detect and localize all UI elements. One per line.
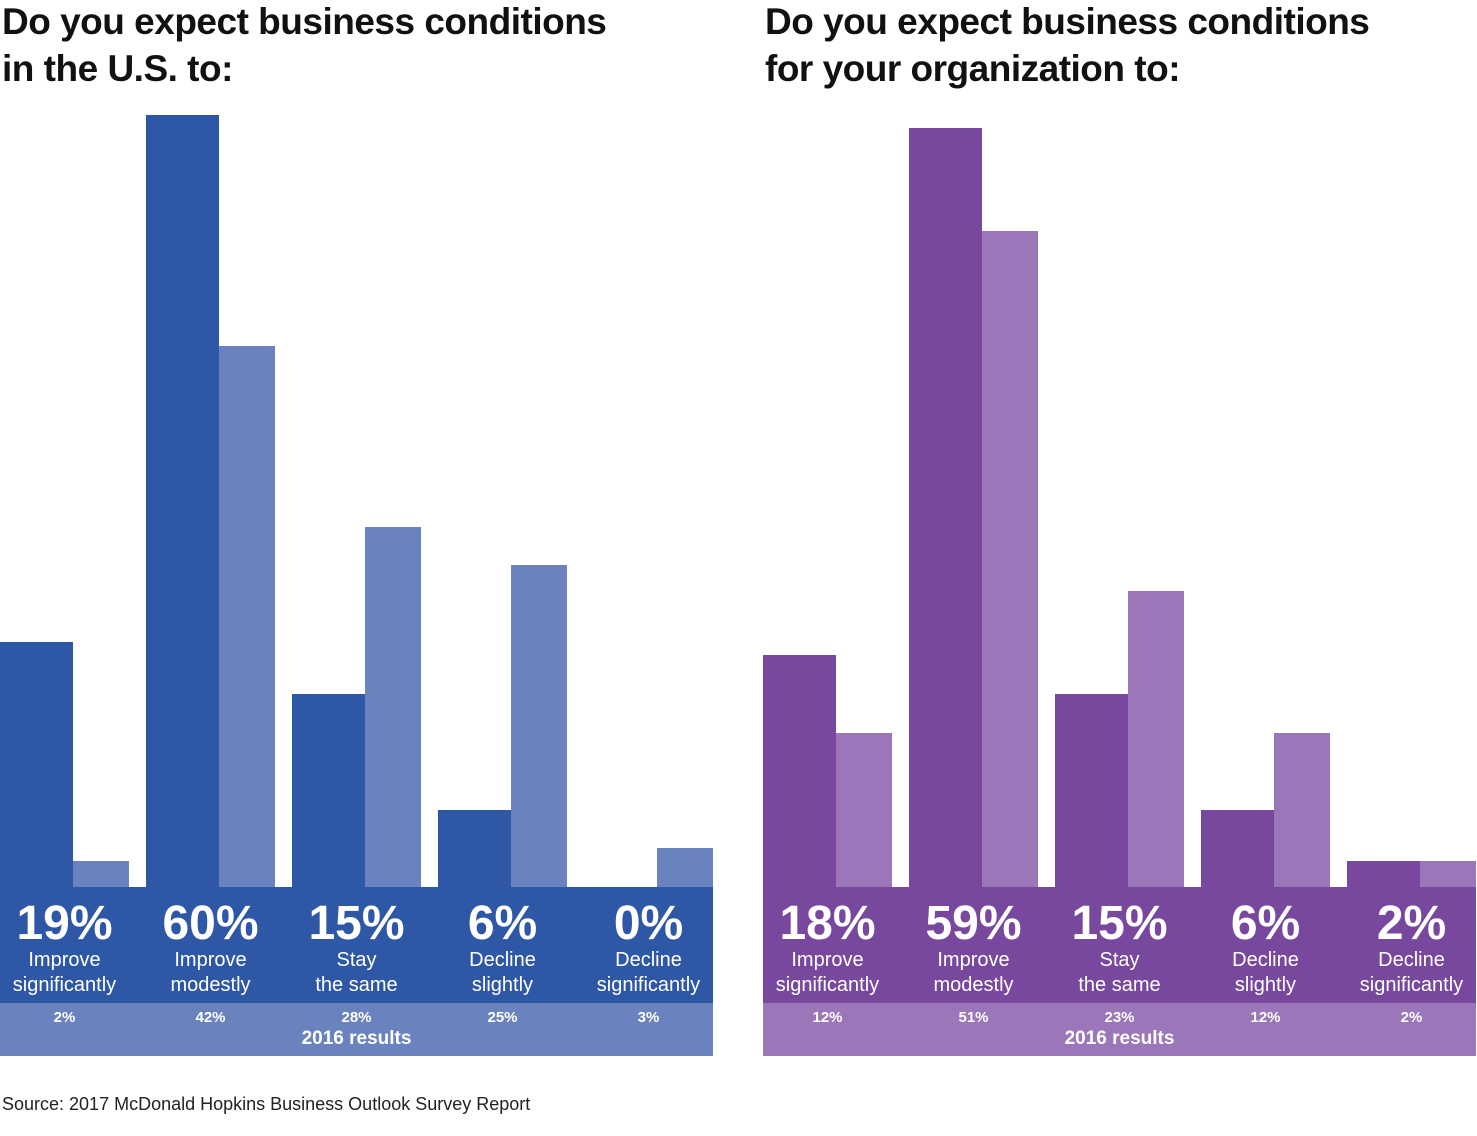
- bar: [1128, 590, 1184, 887]
- bar: [657, 848, 713, 887]
- legend-entry: 2016 results: [1064, 1028, 1175, 1049]
- category-label: Stay the same: [315, 949, 398, 996]
- bar: [438, 809, 511, 887]
- chart-title: Do you expect business conditions in the…: [2, 1, 607, 89]
- bar: [1347, 861, 1420, 887]
- prior-value-label: 42%: [195, 1009, 226, 1026]
- bar: [365, 526, 421, 887]
- value-label: 15%: [308, 897, 405, 950]
- label-band: [0, 887, 713, 1003]
- category-label: Stay the same: [1078, 949, 1161, 996]
- chart-title: Do you expect business conditions for yo…: [765, 1, 1370, 89]
- category-label: Decline significantly: [1359, 949, 1464, 996]
- label-band: [763, 887, 1476, 1003]
- bar: [1274, 732, 1330, 887]
- value-label: 60%: [162, 897, 259, 950]
- prior-value-label: 28%: [341, 1009, 372, 1026]
- bar: [73, 861, 129, 887]
- value-label: 6%: [467, 897, 538, 950]
- value-label: 19%: [16, 897, 113, 950]
- bar: [763, 655, 836, 887]
- bar: [511, 565, 567, 887]
- source: Source: 2017 McDonald Hopkins Business O…: [2, 1094, 531, 1114]
- bar: [836, 732, 892, 887]
- prior-value-label: 25%: [487, 1009, 518, 1026]
- prior-band: [0, 1003, 713, 1056]
- bar: [982, 230, 1038, 887]
- category-label: Improve modestly: [170, 949, 251, 996]
- prior-band: [763, 1003, 1476, 1056]
- value-label: 15%: [1071, 897, 1168, 950]
- bar: [146, 114, 219, 887]
- prior-value-label: 3%: [637, 1009, 660, 1026]
- prior-value-label: 2%: [1400, 1009, 1423, 1026]
- category-label: Decline slightly: [1232, 949, 1299, 996]
- category-label: Improve modestly: [933, 949, 1014, 996]
- value-label: 18%: [779, 897, 876, 950]
- category-label: Decline significantly: [596, 949, 701, 996]
- category-label: Decline slightly: [469, 949, 536, 996]
- category-label: Improve significantly: [12, 949, 117, 996]
- prior-value-label: 51%: [958, 1009, 989, 1026]
- bar: [219, 346, 275, 887]
- bar: [1420, 861, 1476, 887]
- value-label: 59%: [925, 897, 1022, 950]
- bar: [909, 127, 982, 887]
- bar: [0, 642, 73, 887]
- category-label: Improve significantly: [775, 949, 880, 996]
- bar: [1201, 809, 1274, 887]
- value-label: 2%: [1376, 897, 1447, 950]
- bar: [292, 693, 365, 887]
- value-label: 0%: [613, 897, 684, 950]
- value-label: 6%: [1230, 897, 1301, 950]
- prior-value-label: 12%: [812, 1009, 843, 1026]
- prior-value-label: 2%: [53, 1009, 76, 1026]
- prior-value-label: 12%: [1250, 1009, 1281, 1026]
- prior-value-label: 23%: [1104, 1009, 1135, 1026]
- bar: [1055, 693, 1128, 887]
- legend-entry: 2016 results: [301, 1028, 412, 1049]
